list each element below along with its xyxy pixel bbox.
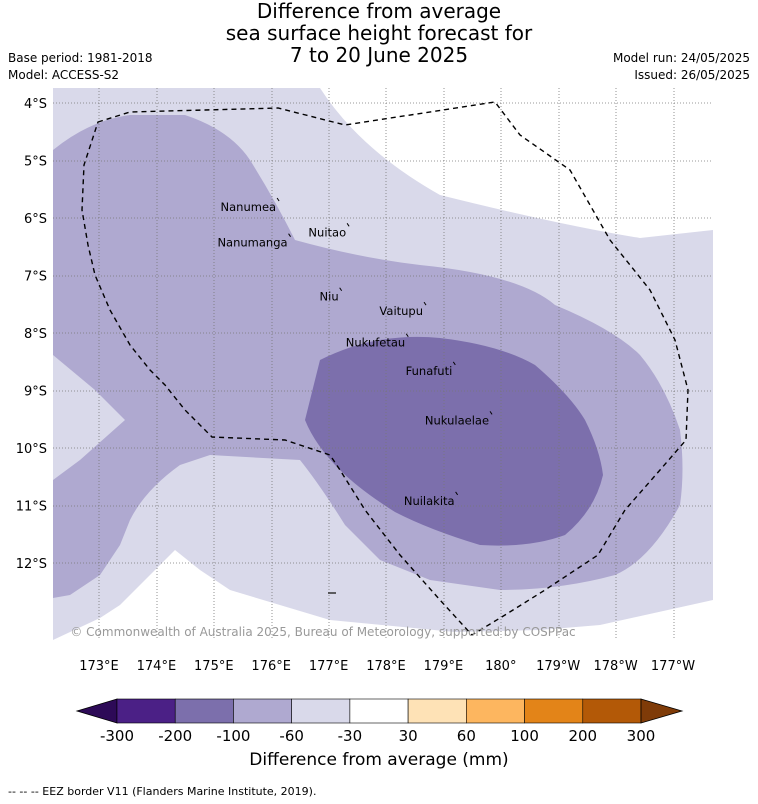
model-run: Model run: 24/05/2025 xyxy=(612,51,750,65)
colorbar-tick-label: 300 xyxy=(627,727,656,745)
island-marker xyxy=(346,223,350,227)
lat-tick-label: 9°S xyxy=(24,385,47,400)
meta-left: Base period: 1981-2018 Model: ACCESS-S2 xyxy=(8,50,153,84)
colorbar-segment xyxy=(233,698,292,724)
model-name: Model: ACCESS-S2 xyxy=(8,68,120,82)
island-label: Nukufetau xyxy=(346,336,405,350)
colorbar-segment xyxy=(174,698,234,724)
island-marker xyxy=(405,333,409,338)
lon-tick-label: 179°E xyxy=(424,659,464,674)
island-marker xyxy=(339,287,343,292)
island-label: Nanumea xyxy=(221,200,277,214)
island-label: Niu xyxy=(320,290,339,304)
lon-tick-label: 177°W xyxy=(651,659,695,674)
copyright-text: © Commonwealth of Australia 2025, Bureau… xyxy=(70,625,575,639)
colorbar-tick-label: 100 xyxy=(510,727,539,745)
island-label: Nanumanga xyxy=(217,236,287,250)
colorbar-tick-label: -200 xyxy=(158,727,192,745)
colorbar-tick-label: -60 xyxy=(279,727,304,745)
lat-tick-label: 10°S xyxy=(16,442,47,457)
island-marker xyxy=(276,197,280,202)
island-marker xyxy=(455,491,459,496)
lat-tick-label: 7°S xyxy=(24,270,47,285)
issued-date: Issued: 26/05/2025 xyxy=(634,68,750,82)
lon-tick-label: 177°E xyxy=(309,659,349,674)
colorbar-tick-label: 30 xyxy=(399,727,418,745)
colorbar-segment xyxy=(524,698,584,724)
colorbar-extend-low xyxy=(75,698,118,724)
lat-tick-label: 5°S xyxy=(24,155,47,170)
base-period: Base period: 1981-2018 xyxy=(8,51,153,65)
island-label: Nuitao xyxy=(308,225,346,239)
colorbar-title: Difference from average (mm) xyxy=(249,750,509,770)
island-label: Nuilakita xyxy=(404,494,455,508)
lon-tick-label: 175°E xyxy=(194,659,234,674)
colorbar-tick-label: -300 xyxy=(100,727,134,745)
island-label: Funafuti xyxy=(406,364,453,378)
colorbar-segment xyxy=(116,698,176,724)
lon-tick-label: 178°E xyxy=(366,659,406,674)
place-labels: Nanumea Nuitao Nanumanga Niu Vaitupu Nukufeta… xyxy=(217,197,493,508)
colorbar-segment xyxy=(582,698,642,724)
lat-tick-label: 11°S xyxy=(16,500,47,515)
lat-tick-label: 6°S xyxy=(24,212,47,227)
latitude-axis: 4°S 5°S 6°S 7°S 8°S 9°S 10°S 11°S 12°S xyxy=(16,97,47,572)
lon-tick-label: 178°W xyxy=(594,659,638,674)
colorbar-segment xyxy=(349,698,409,724)
eez-border xyxy=(81,101,689,636)
title-line-2: sea surface height forecast for xyxy=(225,21,533,45)
map-title: Difference from average sea surface heig… xyxy=(0,0,758,66)
colorbar-tick-label: -100 xyxy=(216,727,250,745)
eez-note: -- -- -- EEZ border V11 (Flanders Marine… xyxy=(8,785,317,798)
lat-tick-label: 4°S xyxy=(24,97,47,112)
lon-tick-label: 176°E xyxy=(251,659,291,674)
lat-tick-label: 8°S xyxy=(24,327,47,342)
island-marker xyxy=(288,233,291,237)
map-panel xyxy=(53,88,713,640)
lon-tick-label: 174°E xyxy=(137,659,177,674)
colorbar-extend-high xyxy=(640,698,684,724)
colorbar-tick-label: -30 xyxy=(338,727,363,745)
island-marker xyxy=(452,361,456,366)
longitude-axis: 173°E 174°E 175°E 176°E 177°E 178°E 179°E 180° 1… xyxy=(79,659,695,674)
contour-band-200-100 xyxy=(305,336,603,546)
gridlines xyxy=(53,88,713,640)
meta-right: Model run: 24/05/2025 Issued: 26/05/2025 xyxy=(613,50,750,84)
colorbar: -300 -200 -100 -60 -30 30 60 100 200 300 xyxy=(75,698,684,745)
island-label: Nukulaelae xyxy=(425,413,489,427)
colorbar-segment xyxy=(407,698,467,724)
island-marker xyxy=(489,411,493,415)
lon-tick-label: 180° xyxy=(485,659,516,674)
title-line-1: Difference from average xyxy=(256,0,502,23)
colorbar-tick-label: 200 xyxy=(568,727,597,745)
colorbar-segment xyxy=(291,698,351,724)
title-line-3: 7 to 20 June 2025 xyxy=(289,43,469,67)
island-marker xyxy=(423,301,427,306)
lat-tick-label: 12°S xyxy=(16,557,47,572)
colorbar-segment xyxy=(466,698,525,724)
colorbar-tick-label: 60 xyxy=(457,727,476,745)
lon-tick-label: 173°E xyxy=(79,659,119,674)
lon-tick-label: 179°W xyxy=(536,659,580,674)
island-label: Vaitupu xyxy=(379,304,423,318)
